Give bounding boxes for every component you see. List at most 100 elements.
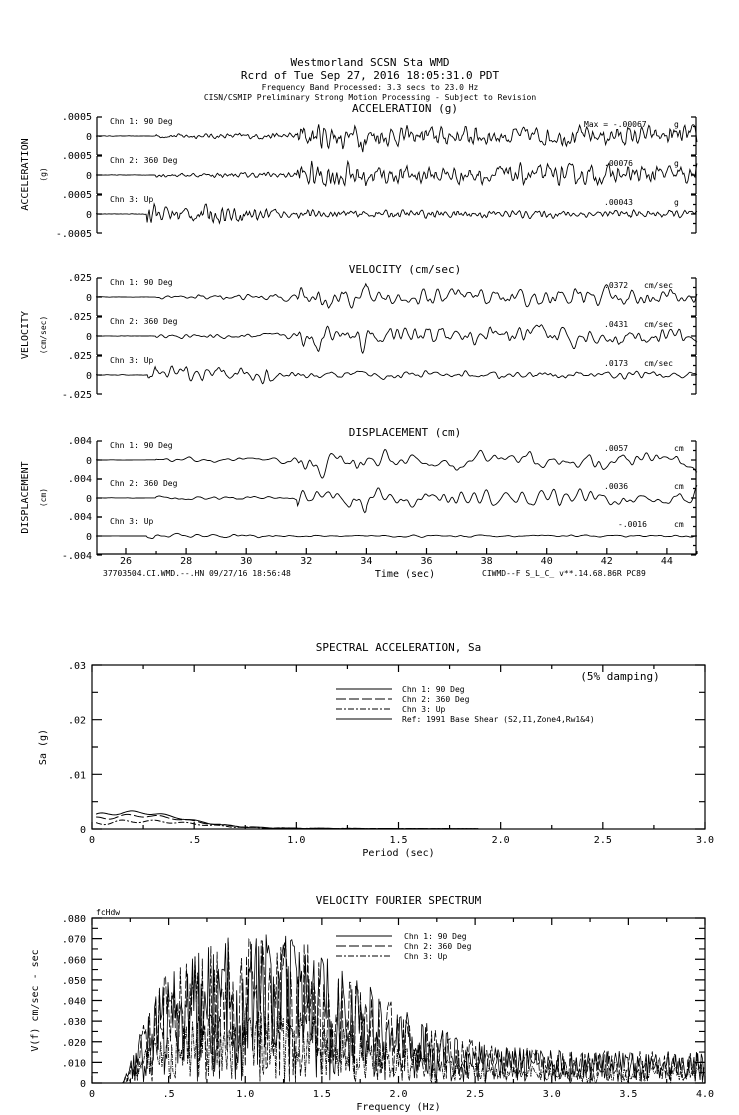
y-axis-label: Sa (g) <box>38 729 49 765</box>
damping-note: (5% damping) <box>580 670 659 683</box>
channel-trace <box>96 485 698 514</box>
x-tick-label: .5 <box>163 1089 175 1100</box>
y-tick-label: 0 <box>80 825 86 836</box>
x-tick-label: 2.5 <box>466 1089 484 1100</box>
y-axis-unit: (cm) <box>39 488 48 507</box>
channel-unit: cm/sec <box>644 281 673 290</box>
x-axis-label: Period (sec) <box>362 848 434 859</box>
y-tick-label: -.004 <box>62 551 92 562</box>
y-tick-label: 0 <box>86 171 92 182</box>
y-tick-label: .0005 <box>62 190 92 201</box>
y-tick-label: .004 <box>68 436 92 447</box>
y-tick-label: .03 <box>68 661 86 672</box>
x-axis-label: Frequency (Hz) <box>356 1102 440 1113</box>
x-tick-label: 38 <box>481 556 493 567</box>
channel-trace <box>95 159 698 188</box>
panel-title: ACCELERATION (g) <box>352 102 458 115</box>
time-panel-2: DISPLACEMENT (cm) DISPLACEMENT (cm) .004 0 Ch… <box>20 426 698 567</box>
time-panel-0: ACCELERATION (g) ACCELERATION (g) .0005 0 Chn… <box>20 102 698 240</box>
header-record: Rcrd of Tue Sep 27, 2016 18:05:31.0 PDT <box>241 69 500 82</box>
x-axis-line <box>97 548 698 555</box>
channel-unit: cm <box>674 482 684 491</box>
channel-unit: g <box>674 120 679 129</box>
chart-title: VELOCITY FOURIER SPECTRUM <box>316 894 482 907</box>
y-tick-label: .060 <box>62 955 86 966</box>
y-tick-label: 0 <box>86 494 92 505</box>
x-tick-label: 4.0 <box>696 1089 714 1100</box>
y-tick-label: .070 <box>62 935 86 946</box>
x-tick-label: 3.5 <box>619 1089 637 1100</box>
sa-series-3 <box>95 819 479 830</box>
channel-label: Chn 1: 90 Deg <box>110 117 173 126</box>
axis-ticks <box>91 664 706 830</box>
channel-unit: g <box>674 159 679 168</box>
channel-label: Chn 2: 360 Deg <box>110 156 178 165</box>
channel-label: Chn 3: Up <box>110 356 154 365</box>
y-tick-label: .020 <box>62 1038 86 1049</box>
channel-max-value: .0057 <box>604 444 628 453</box>
channel-trace <box>95 202 698 225</box>
legend-entry: Chn 1: 90 Deg <box>402 685 465 694</box>
y-tick-label: 0 <box>86 132 92 143</box>
y-tick-label: .004 <box>68 474 92 485</box>
panel-title: DISPLACEMENT (cm) <box>349 426 462 439</box>
x-tick-label: 0 <box>89 1089 95 1100</box>
y-tick-label: .010 <box>62 1058 86 1069</box>
channel-unit: cm/sec <box>644 320 673 329</box>
footer-left: 37703504.CI.WMD.--.HN 09/27/16 18:56:48 <box>103 569 291 578</box>
x-tick-label: 42 <box>601 556 613 567</box>
fourier-spectrum-chart: VELOCITY FOURIER SPECTRUM 0 .5 1.0 1.5 2.0 2.5… <box>30 894 714 1113</box>
time-axis-label: Time (sec) <box>375 569 435 580</box>
x-tick-label: 1.5 <box>389 835 407 846</box>
y-tick-label: 0 <box>80 1079 86 1090</box>
fourier-series-3 <box>92 1007 705 1084</box>
sa-series-2 <box>96 813 479 830</box>
sa-series-1 <box>95 810 479 830</box>
y-tick-label: .040 <box>62 997 86 1008</box>
x-tick-label: 44 <box>661 556 673 567</box>
channel-trace <box>95 282 698 309</box>
channel-trace <box>95 324 698 355</box>
channel-label: Chn 1: 90 Deg <box>110 278 173 287</box>
x-tick-label: 30 <box>240 556 252 567</box>
channel-trace <box>95 532 698 539</box>
x-tick-label: .5 <box>188 835 200 846</box>
y-tick-label: .0005 <box>62 151 92 162</box>
channel-label: Chn 2: 360 Deg <box>110 479 178 488</box>
y-tick-label: 0 <box>86 456 92 467</box>
channel-unit: g <box>674 198 679 207</box>
channel-label: Chn 2: 360 Deg <box>110 317 178 326</box>
y-axis-label: DISPLACEMENT <box>20 461 31 533</box>
channel-label: Chn 3: Up <box>110 195 154 204</box>
x-tick-label: 3.0 <box>696 835 714 846</box>
header-station: Westmorland SCSN Sta WMD <box>291 56 450 69</box>
x-tick-label: 0 <box>89 835 95 846</box>
x-tick-label: 34 <box>360 556 372 567</box>
y-tick-label: .0005 <box>62 112 92 123</box>
y-axis-label: VELOCITY <box>20 311 31 359</box>
header-processing: CISN/CSMIP Preliminary Strong Motion Pro… <box>204 93 537 102</box>
y-tick-label: 0 <box>86 532 92 543</box>
x-tick-label: 40 <box>541 556 553 567</box>
channel-max-value: .0036 <box>604 482 628 491</box>
x-tick-label: 36 <box>420 556 432 567</box>
channel-max-value: .00043 <box>604 198 633 207</box>
fourier-annotation: fcHdw <box>96 908 120 917</box>
channel-max-value: -.0016 <box>618 520 647 529</box>
legend-entry: Chn 2: 360 Deg <box>402 695 470 704</box>
y-tick-label: 0 <box>86 210 92 221</box>
plot-frame <box>91 664 706 830</box>
x-tick-label: 28 <box>180 556 192 567</box>
channel-unit: cm/sec <box>644 359 673 368</box>
y-tick-label: .01 <box>68 770 86 781</box>
channel-max-value: Max = -.00067 <box>584 120 647 129</box>
legend-entry: Chn 3: Up <box>404 952 448 961</box>
channel-label: Chn 1: 90 Deg <box>110 441 173 450</box>
panel-title: VELOCITY (cm/sec) <box>349 263 462 276</box>
y-axis-label: V(f) cm/sec - sec <box>30 949 41 1051</box>
channel-trace <box>95 365 698 385</box>
y-tick-label: .080 <box>62 914 86 925</box>
chart-title: SPECTRAL ACCELERATION, Sa <box>316 641 482 654</box>
x-tick-label: 1.5 <box>313 1089 331 1100</box>
